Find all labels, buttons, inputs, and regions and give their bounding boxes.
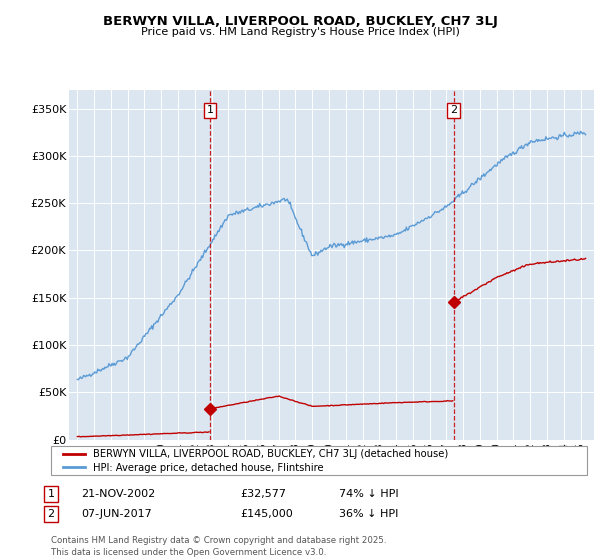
Text: 1: 1 bbox=[206, 105, 214, 115]
Text: 1: 1 bbox=[47, 489, 55, 499]
Text: Price paid vs. HM Land Registry's House Price Index (HPI): Price paid vs. HM Land Registry's House … bbox=[140, 27, 460, 38]
Text: 2: 2 bbox=[47, 509, 55, 519]
Text: £145,000: £145,000 bbox=[240, 509, 293, 519]
FancyBboxPatch shape bbox=[51, 446, 587, 475]
Text: 21-NOV-2002: 21-NOV-2002 bbox=[81, 489, 155, 499]
Text: 36% ↓ HPI: 36% ↓ HPI bbox=[339, 509, 398, 519]
Text: 07-JUN-2017: 07-JUN-2017 bbox=[81, 509, 152, 519]
Text: 2: 2 bbox=[450, 105, 457, 115]
Text: BERWYN VILLA, LIVERPOOL ROAD, BUCKLEY, CH7 3LJ: BERWYN VILLA, LIVERPOOL ROAD, BUCKLEY, C… bbox=[103, 15, 497, 28]
Text: £32,577: £32,577 bbox=[240, 489, 286, 499]
Text: 74% ↓ HPI: 74% ↓ HPI bbox=[339, 489, 398, 499]
Text: Contains HM Land Registry data © Crown copyright and database right 2025.
This d: Contains HM Land Registry data © Crown c… bbox=[51, 536, 386, 557]
Legend: BERWYN VILLA, LIVERPOOL ROAD, BUCKLEY, CH7 3LJ (detached house), HPI: Average pr: BERWYN VILLA, LIVERPOOL ROAD, BUCKLEY, C… bbox=[58, 444, 454, 478]
